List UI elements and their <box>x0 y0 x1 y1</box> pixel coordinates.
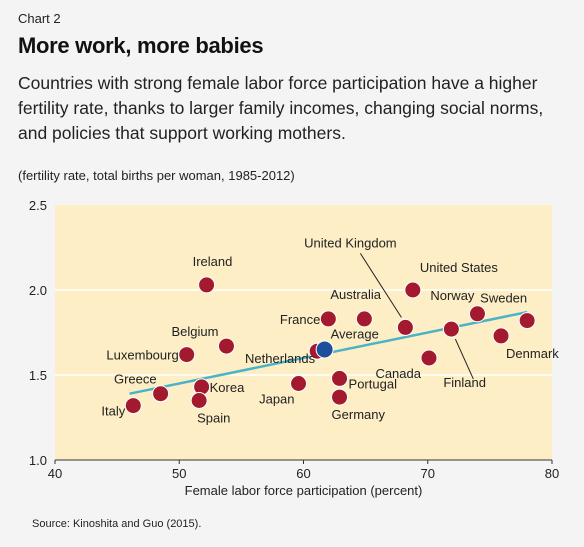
x-tick-label: 50 <box>172 466 186 481</box>
leader-line-finland <box>454 338 474 380</box>
source-note: Source: Kinoshita and Guo (2015). <box>32 518 202 530</box>
point-label-australia: Australia <box>330 287 381 302</box>
x-tick-label: 70 <box>421 466 435 481</box>
point-japan <box>290 375 308 392</box>
point-portugal <box>331 369 349 387</box>
x-tick-label: 60 <box>296 466 310 481</box>
point-luxembourg <box>178 346 196 364</box>
point-label-greece: Greece <box>114 372 157 387</box>
y-tick-label: 1.5 <box>29 368 47 383</box>
point-united-states <box>404 281 422 299</box>
y-tick-label: 2.0 <box>29 283 47 298</box>
plot-background <box>55 205 552 460</box>
point-label-sweden: Sweden <box>480 291 527 306</box>
y-tick-label: 2.5 <box>29 198 47 213</box>
chart-number-label: Chart 2 <box>18 11 61 26</box>
point-label-germany: Germany <box>332 407 386 422</box>
point-italy <box>124 397 142 415</box>
point-ireland <box>198 276 216 294</box>
point-greece <box>152 385 170 403</box>
point-australia <box>355 310 373 328</box>
point-average <box>315 340 334 359</box>
y-tick-label: 1.0 <box>29 453 47 468</box>
point-spain <box>190 392 208 409</box>
point-finland <box>442 320 460 338</box>
point-label-japan: Japan <box>259 392 294 407</box>
x-tick-label: 80 <box>545 466 559 481</box>
point-label-united-kingdom: United Kingdom <box>304 235 397 250</box>
point-denmark <box>492 327 510 345</box>
point-label-netherlands: Netherlands <box>245 351 316 366</box>
point-norway <box>468 305 486 323</box>
point-label-norway: Norway <box>430 288 475 303</box>
point-canada <box>420 349 438 367</box>
point-label-denmark: Denmark <box>506 346 559 361</box>
point-label-spain: Spain <box>197 411 230 426</box>
point-label-canada: Canada <box>375 366 421 381</box>
point-label-ireland: Ireland <box>193 254 233 269</box>
leader-line-united-kingdom <box>359 253 402 318</box>
point-label-korea: Korea <box>210 380 245 395</box>
chart-title: More work, more babies <box>18 33 264 58</box>
x-tick-label: 40 <box>48 466 62 481</box>
point-label-finland: Finland <box>443 375 486 390</box>
point-label-average: Average <box>331 327 379 342</box>
point-united-kingdom <box>396 318 414 336</box>
point-label-france: France <box>280 312 320 327</box>
point-germany <box>331 388 349 406</box>
chart-subtitle: Countries with strong female labor force… <box>18 73 544 143</box>
point-belgium <box>217 337 235 355</box>
x-axis-title: Female labor force participation (percen… <box>185 483 423 498</box>
point-sweden <box>518 312 536 330</box>
point-label-belgium: Belgium <box>171 324 218 339</box>
point-label-italy: Italy <box>101 404 125 419</box>
point-france <box>319 310 337 328</box>
unit-note: (fertility rate, total births per woman,… <box>18 168 295 183</box>
point-label-portugal: Portugal <box>349 376 398 391</box>
point-label-united-states: United States <box>420 260 499 275</box>
point-label-luxembourg: Luxembourg <box>106 348 178 363</box>
